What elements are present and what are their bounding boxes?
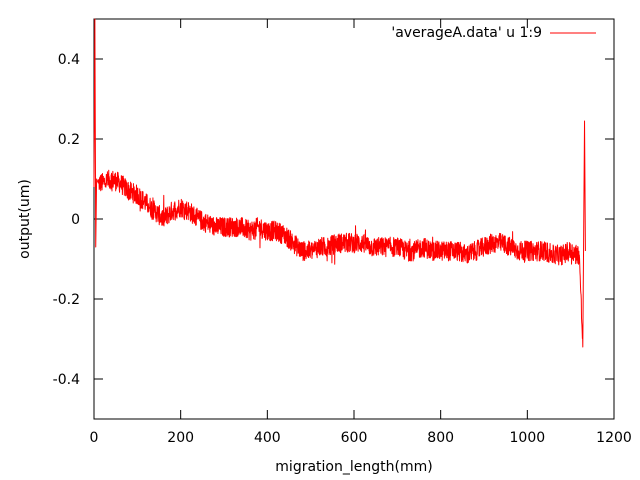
y-tick-label: -0.2 (53, 292, 80, 308)
x-axis-ticks: 0 200 400 600 800 1000 1200 (90, 19, 632, 446)
y-tick-label: 0 (71, 212, 80, 228)
y-tick-label: -0.4 (53, 372, 80, 388)
x-axis-title: migration_length(mm) (275, 459, 432, 475)
x-tick-label: 400 (254, 430, 281, 446)
legend: 'averageA.data' u 1:9 (391, 25, 596, 41)
series-layer (93, 18, 586, 348)
x-tick-label: 200 (167, 430, 194, 446)
y-axis-title: output(um) (17, 179, 33, 259)
y-axis-ticks: 0.4 0.2 0 -0.2 -0.4 (53, 52, 614, 388)
y-tick-label: 0.2 (58, 132, 80, 148)
x-tick-label: 800 (427, 430, 454, 446)
legend-label: 'averageA.data' u 1:9 (391, 25, 542, 41)
series-line (93, 18, 586, 348)
x-tick-label: 1200 (596, 430, 632, 446)
x-tick-label: 1000 (510, 430, 546, 446)
y-tick-label: 0.4 (58, 52, 80, 68)
x-tick-label: 600 (341, 430, 368, 446)
x-tick-label: 0 (90, 430, 99, 446)
